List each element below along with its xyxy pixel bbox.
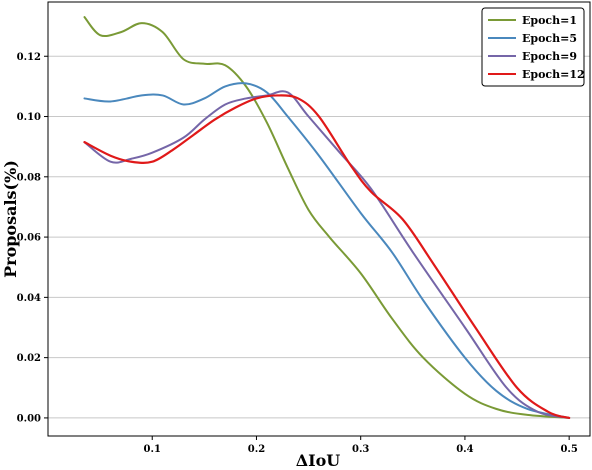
series-line-3 <box>83 90 571 419</box>
x-tick-label: 0.4 <box>456 444 473 455</box>
y-tick-label: 0.10 <box>17 112 41 123</box>
grid-lines <box>48 55 590 419</box>
legend-label: Epoch=12 <box>522 68 585 81</box>
y-tick-label: 0.08 <box>17 172 41 183</box>
y-tick-label: 0.04 <box>17 293 41 304</box>
legend-label: Epoch=5 <box>522 32 577 45</box>
x-axis-label: ΔIoU <box>296 451 341 470</box>
legend-box <box>481 7 585 87</box>
legend: Epoch=1 Epoch=5 Epoch=9 Epoch=12 <box>481 7 585 87</box>
plot-frame <box>47 1 591 437</box>
series-line-2 <box>83 82 571 419</box>
series-line-4 <box>83 94 571 420</box>
x-tick-label: 0.1 <box>144 444 161 455</box>
y-tick-label: 0.12 <box>17 52 41 63</box>
y-tick-label: 0.02 <box>17 353 41 364</box>
x-tick-label: 0.3 <box>352 444 369 455</box>
y-tick-label: 0.06 <box>17 233 41 244</box>
legend-label: Epoch=9 <box>522 50 577 63</box>
x-axis: 0.1 0.2 0.3 0.4 0.5 <box>144 436 578 455</box>
y-tick-label: 0.00 <box>17 413 41 424</box>
series-group <box>83 16 571 420</box>
y-axis: 0.00 0.02 0.04 0.06 0.08 0.10 0.12 <box>17 52 48 424</box>
legend-label: Epoch=1 <box>522 14 577 27</box>
series-line-1 <box>83 16 571 419</box>
x-tick-label: 0.2 <box>248 444 265 455</box>
x-tick-label: 0.5 <box>560 444 577 455</box>
y-axis-label: Proposals(%) <box>1 160 20 278</box>
